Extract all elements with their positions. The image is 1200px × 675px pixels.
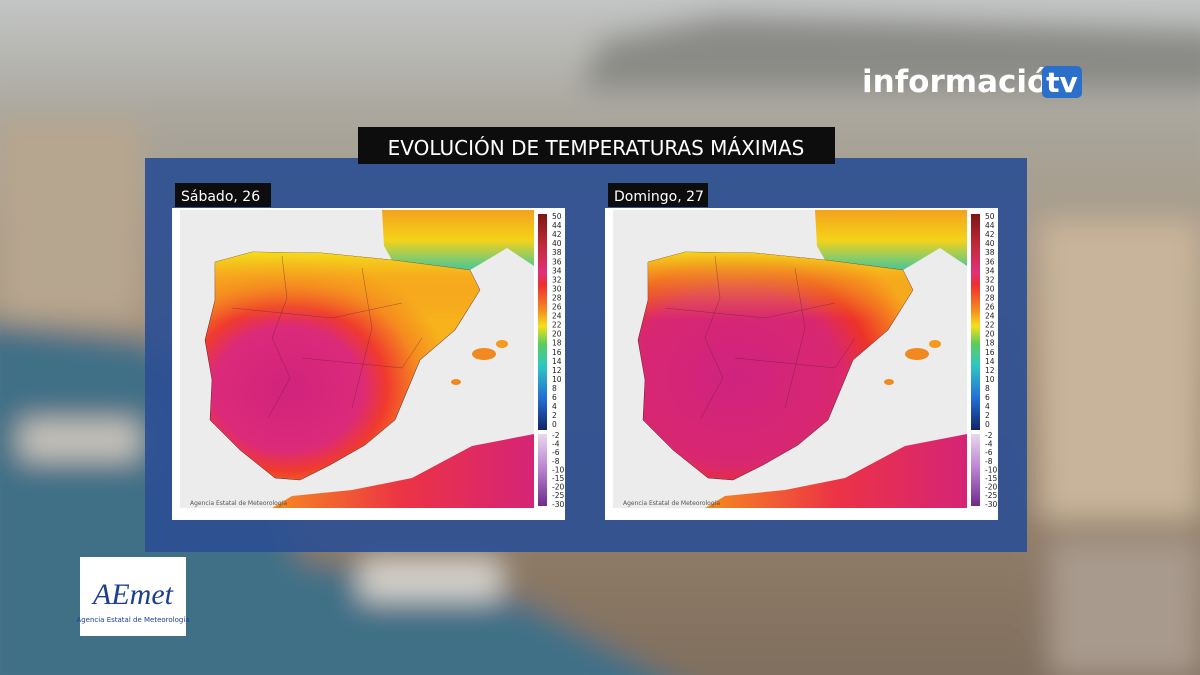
map-credit: Agencia Estatal de Meteorología — [623, 500, 720, 507]
scale-label: -25 — [552, 491, 564, 500]
scale-label: 4 — [552, 402, 557, 411]
scale-label: 16 — [552, 348, 562, 357]
scale-label: 8 — [985, 384, 990, 393]
brand-name: información — [862, 64, 1070, 100]
scale-label: 18 — [552, 339, 562, 348]
scale-label: -8 — [985, 457, 993, 466]
scale-label: -4 — [552, 440, 560, 449]
borders — [231, 255, 423, 419]
scale-label: -30 — [552, 500, 564, 509]
scale-label: 40 — [985, 239, 995, 248]
scale-label: 44 — [985, 221, 995, 230]
scale-label: 10 — [985, 375, 995, 384]
scale-label: 2 — [552, 411, 557, 420]
scale-label: 6 — [552, 393, 557, 402]
map-label-tab — [608, 183, 708, 207]
scale-label: -20 — [985, 483, 997, 492]
scale-label: 20 — [985, 330, 995, 339]
brand: información tv — [862, 64, 1082, 100]
scale-label: 50 — [552, 212, 562, 221]
scale-label: 36 — [985, 257, 995, 266]
map-label: Domingo, 27 — [614, 189, 704, 205]
scale-label: -8 — [552, 457, 560, 466]
iberia-coast — [205, 252, 480, 480]
scale-label: -10 — [985, 465, 997, 474]
scale-label: 44 — [552, 221, 562, 230]
logo-subtitle: Agencia Estatal de Meteorología — [76, 616, 189, 624]
scale-label: -10 — [552, 465, 564, 474]
brand-badge — [1042, 66, 1082, 98]
scale-label: 20 — [552, 330, 562, 339]
scale-label: 42 — [552, 230, 562, 239]
map-label: Sábado, 26 — [181, 189, 260, 205]
scale-label: 4 — [985, 402, 990, 411]
scale-label: 12 — [552, 366, 562, 375]
scale-label: -30 — [985, 500, 997, 509]
iberia-coast — [638, 252, 913, 480]
map-label-tab — [175, 183, 271, 207]
scale-label: 0 — [985, 420, 990, 429]
map-credit: Agencia Estatal de Meteorología — [190, 500, 287, 507]
scale-label: 38 — [985, 248, 995, 257]
colorbar-positive — [538, 214, 547, 430]
scale-label: 50 — [985, 212, 995, 221]
logo-box — [80, 557, 186, 636]
scale-label: 0 — [552, 420, 557, 429]
scale-label: 28 — [985, 293, 995, 302]
borders — [664, 255, 856, 419]
scale-label: 38 — [552, 248, 562, 257]
scale-label: 22 — [985, 321, 995, 330]
scale-label: 36 — [552, 257, 562, 266]
scale-label: 22 — [552, 321, 562, 330]
scale-label: 26 — [985, 303, 995, 312]
brand-suffix: tv — [1046, 66, 1078, 99]
logo-name: AEmet — [91, 578, 174, 611]
scale-label: 24 — [552, 312, 562, 321]
scale-label: 6 — [985, 393, 990, 402]
scale-label: 14 — [552, 357, 562, 366]
scale-label: 8 — [552, 384, 557, 393]
scale-label: 18 — [985, 339, 995, 348]
scale-label: -15 — [985, 474, 997, 483]
scale-label: 2 — [985, 411, 990, 420]
scale-label: -4 — [985, 440, 993, 449]
aemet-logo: AEmet Agencia Estatal de Meteorología — [76, 557, 190, 636]
scale-label: 30 — [552, 284, 562, 293]
scale-label: -6 — [985, 448, 993, 457]
scale-label: -20 — [552, 483, 564, 492]
scale-label: 28 — [552, 293, 562, 302]
scale-label: -2 — [552, 431, 560, 440]
title-box — [358, 127, 835, 164]
scale-label: 26 — [552, 303, 562, 312]
scale-label: 14 — [985, 357, 995, 366]
scale-label: 30 — [985, 284, 995, 293]
scale-label: -15 — [552, 474, 564, 483]
scale-label: 40 — [552, 239, 562, 248]
colorbar-negative — [538, 434, 547, 506]
scale-label: -25 — [985, 491, 997, 500]
scale-label: -2 — [985, 431, 993, 440]
scale-label: 34 — [985, 266, 995, 275]
scale-label: 42 — [985, 230, 995, 239]
colorbar-positive — [971, 214, 980, 430]
colorbar-negative — [971, 434, 980, 506]
scale-label: 32 — [985, 275, 995, 284]
scale-label: 16 — [985, 348, 995, 357]
map-panel: Agencia Estatal de Meteorología504442403… — [172, 208, 565, 520]
maps: Sábado, 26 Agencia Estatal de Meteorologí… — [172, 183, 998, 520]
scale-label: -6 — [552, 448, 560, 457]
scale-label: 10 — [552, 375, 562, 384]
title: EVOLUCIÓN DE TEMPERATURAS MÁXIMAS — [388, 136, 805, 160]
scale-label: 24 — [985, 312, 995, 321]
map-panel: Agencia Estatal de Meteorología504442403… — [605, 208, 998, 520]
scale-label: 12 — [985, 366, 995, 375]
scale-label: 32 — [552, 275, 562, 284]
scale-label: 34 — [552, 266, 562, 275]
